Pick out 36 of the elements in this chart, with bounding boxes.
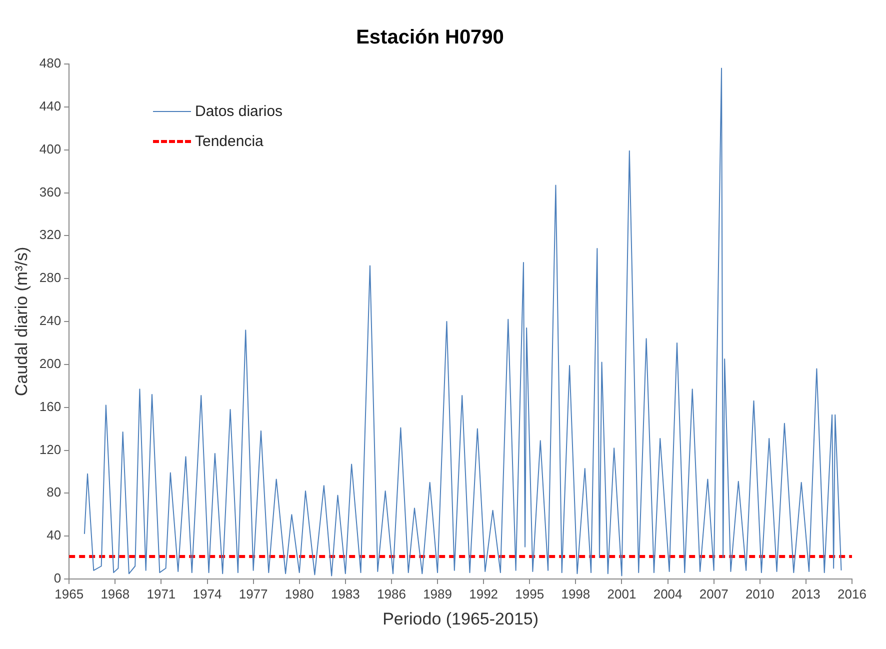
x-tick-label: 1983 <box>330 586 360 602</box>
x-tick-label: 2010 <box>745 586 774 602</box>
x-tick-label: 2001 <box>607 586 636 602</box>
x-tick-label: 2013 <box>791 586 820 602</box>
x-tick-label: 2007 <box>699 586 728 602</box>
chart-title: Estación H0790 <box>356 26 504 49</box>
y-tick-label: 40 <box>46 528 62 543</box>
y-tick-label: 360 <box>39 184 62 200</box>
y-tick-label: 120 <box>39 442 62 457</box>
x-tick-label: 2016 <box>838 586 866 602</box>
x-tick-label: 1998 <box>561 586 590 602</box>
y-tick-label: 400 <box>39 141 62 156</box>
legend-label: Tendencia <box>195 132 264 150</box>
x-tick-label: 1986 <box>377 586 406 602</box>
x-tick-label: 1968 <box>100 586 130 602</box>
y-tick-label: 440 <box>39 98 62 114</box>
y-tick-label: 320 <box>39 227 62 242</box>
x-tick-label: 1992 <box>469 586 498 602</box>
x-tick-label: 1971 <box>146 586 176 602</box>
y-tick-label: 0 <box>54 570 62 586</box>
x-tick-label: 1980 <box>284 586 314 602</box>
y-tick-label: 80 <box>46 484 62 500</box>
legend-label: Datos diarios <box>195 102 283 120</box>
y-tick-label: 280 <box>39 270 62 286</box>
y-tick-label: 480 <box>39 56 62 71</box>
y-tick-label: 200 <box>39 356 62 371</box>
y-tick-label: 240 <box>39 313 62 328</box>
x-tick-label: 1974 <box>192 586 222 602</box>
x-tick-label: 1965 <box>54 586 84 602</box>
x-tick-label: 1989 <box>423 586 452 602</box>
x-tick-label: 1977 <box>238 586 268 602</box>
x-tick-label: 1995 <box>515 586 544 602</box>
y-axis-title: Caudal diario (m³/s) <box>12 246 31 396</box>
x-tick-label: 2004 <box>653 586 682 602</box>
y-tick-label: 160 <box>39 398 62 414</box>
x-axis-title: Periodo (1965-2015) <box>382 609 539 628</box>
